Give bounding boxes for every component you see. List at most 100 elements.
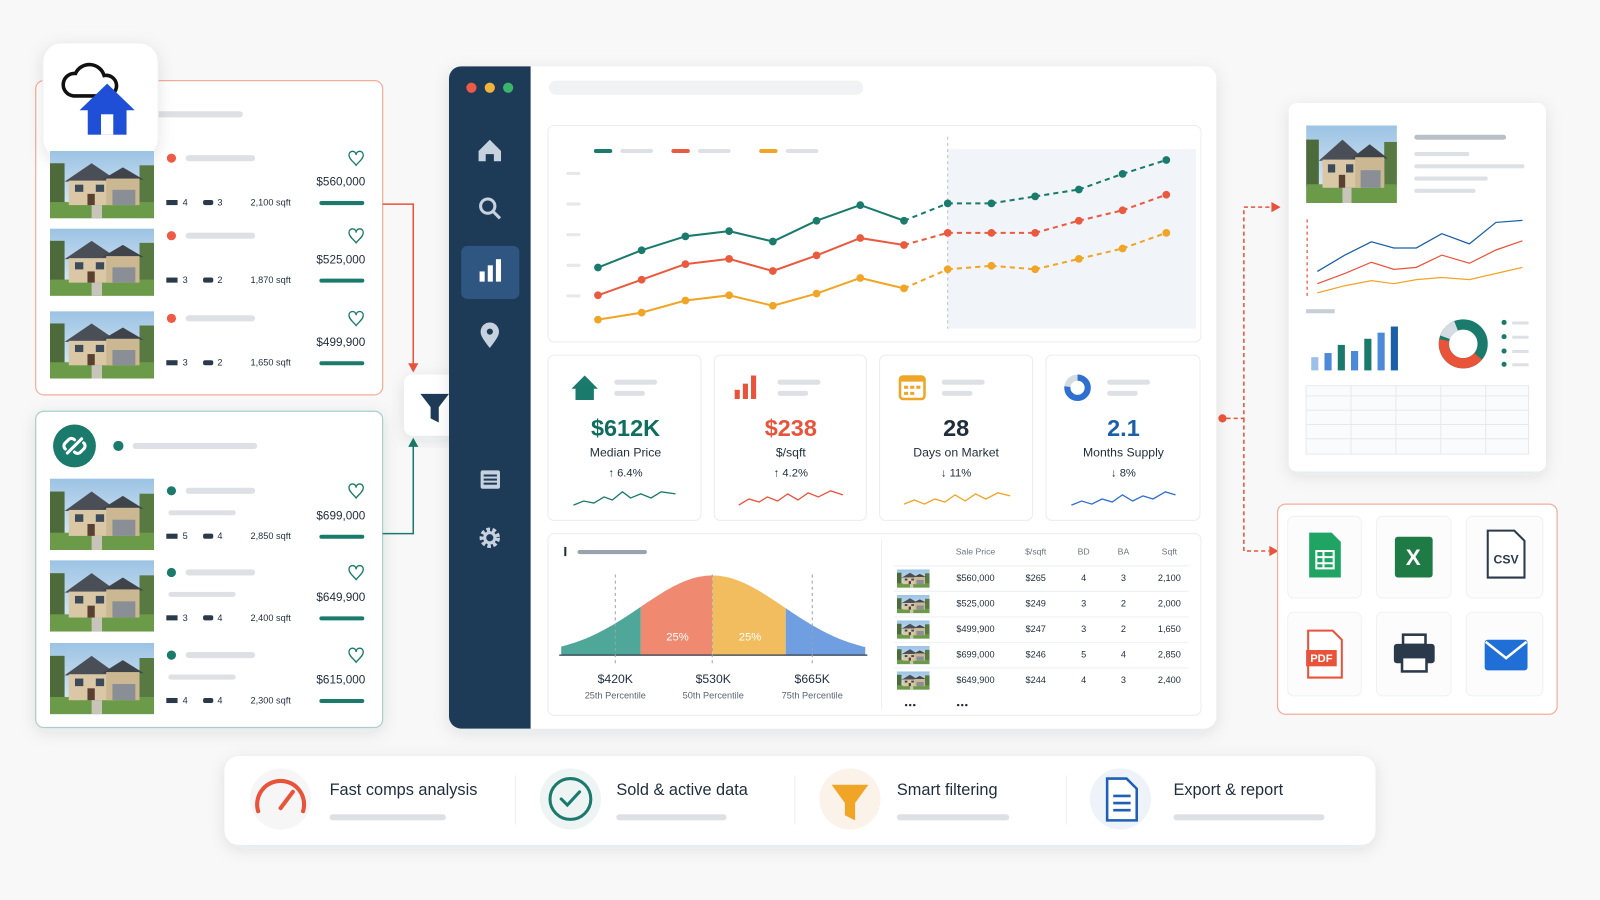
listing-price: $649,900 <box>316 591 365 604</box>
kpi-icon <box>571 375 598 389</box>
arrow-head <box>1271 202 1281 213</box>
percentile-label: 25th Percentile <box>585 690 646 700</box>
data-point <box>856 201 865 209</box>
table-cell: $499,900 <box>956 624 994 634</box>
report-table <box>1305 385 1530 455</box>
mail-flap <box>1484 640 1528 660</box>
series-segment <box>947 264 992 271</box>
kpi-icon <box>734 389 740 399</box>
document-icon <box>1105 777 1139 822</box>
row-photo <box>896 594 930 614</box>
connector-dot <box>1218 414 1227 423</box>
table-cell: 3 <box>1081 598 1086 608</box>
table-cell: 2,000 <box>1158 598 1181 608</box>
report-text <box>1414 134 1525 193</box>
placeholder-bar <box>168 674 236 680</box>
series-segment <box>1078 247 1123 260</box>
favorite[interactable] <box>348 150 364 167</box>
nav-settings[interactable] <box>479 527 500 548</box>
data-point <box>768 301 777 310</box>
percentile-value: $530K <box>696 672 732 686</box>
house-roof <box>79 83 135 111</box>
connector <box>382 444 415 535</box>
window-dot[interactable] <box>503 82 514 93</box>
nav-settings-ring <box>483 531 497 545</box>
row-photo <box>896 620 930 639</box>
data-point <box>1162 156 1171 164</box>
bed-icon <box>166 533 178 539</box>
listing-baths: 4 <box>217 531 222 541</box>
check-mark <box>559 790 582 808</box>
series-segment <box>1034 188 1080 198</box>
favorite[interactable] <box>348 647 364 664</box>
favorite[interactable] <box>348 228 364 245</box>
series-segment <box>991 195 1036 205</box>
series-segment <box>641 299 686 314</box>
listing-photo <box>49 560 155 632</box>
window-dot[interactable] <box>484 82 495 93</box>
favorite[interactable] <box>348 564 364 581</box>
column-header: Sqft <box>1162 546 1178 556</box>
table-cell: $244 <box>1026 675 1046 685</box>
kpi-card <box>879 354 1034 521</box>
address-bar[interactable] <box>548 80 864 95</box>
bed-icon <box>166 360 178 366</box>
bath-icon <box>203 277 214 283</box>
check-icon <box>548 777 593 821</box>
arrow-head <box>408 363 419 373</box>
arrow-head <box>1269 545 1279 557</box>
series-segment <box>728 230 774 243</box>
nav-search[interactable] <box>479 197 497 215</box>
data-point <box>812 289 821 298</box>
nav-chart-bar <box>479 271 485 282</box>
placeholder-bar <box>185 155 256 162</box>
data-point <box>725 254 733 263</box>
kpi-placeholder <box>614 379 1150 396</box>
series-segment <box>597 278 643 297</box>
report-trend <box>1306 219 1523 298</box>
listing-sqft: 2,100 sqft <box>251 197 292 207</box>
data-point <box>1118 169 1127 178</box>
data-point <box>768 237 777 246</box>
data-point <box>768 267 777 275</box>
nav-list-lines <box>483 474 497 485</box>
listing-photo <box>49 642 155 715</box>
csv-icon <box>1486 529 1526 579</box>
bath-icon <box>203 533 214 539</box>
kpi-change: ↓ 11% <box>941 467 971 479</box>
percentile-label: 50th Percentile <box>683 690 744 700</box>
listing-photo <box>49 478 155 550</box>
series-segment <box>859 204 905 222</box>
series-segment <box>903 268 949 290</box>
bath-icon <box>203 199 214 206</box>
data-point <box>856 234 865 242</box>
table-cell: $525,000 <box>956 598 994 608</box>
feature-dividers <box>514 775 1067 825</box>
kpi-cards: $612K $238 28 2.1 Median Price $/sqft Da… <box>547 354 1201 521</box>
mail-icon <box>1484 639 1528 671</box>
data-point <box>943 265 952 274</box>
sparkline <box>573 490 676 506</box>
kpi-icon <box>904 385 921 395</box>
axis-stub <box>566 263 581 267</box>
favorite[interactable] <box>348 310 364 327</box>
printer-icon <box>1400 655 1428 673</box>
favorite[interactable] <box>348 483 364 500</box>
series-segment <box>1078 172 1123 191</box>
link-glyph <box>62 436 87 455</box>
trend-chart <box>566 136 1196 329</box>
kpi-value: 2.1 <box>1107 415 1140 441</box>
series-segment <box>685 257 730 266</box>
export-label: X <box>1406 545 1421 570</box>
sparkline <box>738 490 844 506</box>
nav-map[interactable] <box>480 322 499 348</box>
series-segment <box>641 263 686 281</box>
series-segment <box>1122 193 1167 212</box>
feature-bar <box>224 756 1376 845</box>
data-point <box>987 228 996 237</box>
table-cell: 4 <box>1081 675 1086 685</box>
nav-home[interactable] <box>478 139 502 162</box>
distribution-segment <box>785 608 866 656</box>
window-dot[interactable] <box>466 82 477 93</box>
